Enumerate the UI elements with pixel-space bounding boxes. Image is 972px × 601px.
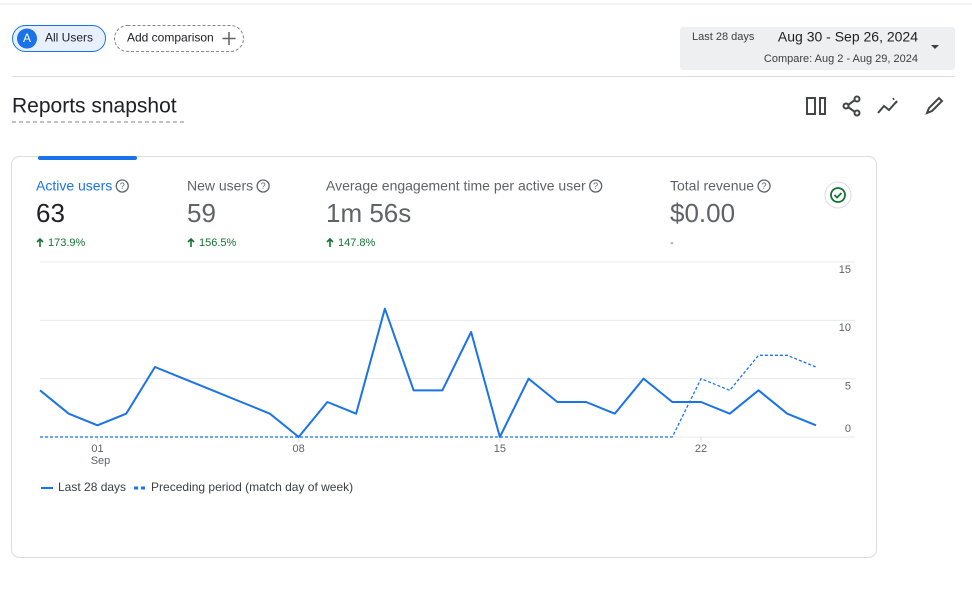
metric-label: Average engagement time per active user: [326, 178, 586, 194]
series-line: [39, 307, 817, 438]
x-tick-label: 08: [293, 443, 305, 455]
metric-label: Total revenue: [670, 178, 754, 194]
help-mark: ?: [261, 181, 266, 191]
metric-change: 156.5%: [199, 237, 237, 249]
compare-range: Compare: Aug 2 - Aug 29, 2024: [764, 53, 918, 65]
metric-value: 59: [187, 198, 216, 228]
status-icon: [824, 181, 852, 209]
segment-name: All Users: [45, 31, 93, 45]
share-icon[interactable]: [842, 95, 861, 117]
avatar-letter: A: [23, 31, 31, 45]
button-label: Add comparison: [127, 31, 214, 45]
series-line: [40, 354, 817, 438]
legend-label: Last 28 days: [58, 480, 126, 494]
insights-icon[interactable]: [877, 97, 898, 114]
help-icon: [757, 179, 771, 193]
x-tick-label: 15: [494, 443, 506, 455]
metric-label: Active users: [36, 178, 112, 194]
up-arrow: [187, 237, 195, 247]
help-icon: [115, 179, 129, 193]
segment-chip[interactable]: A All Users: [12, 25, 106, 52]
metric-value: 1m 56s: [326, 198, 411, 228]
metric-label: New users: [187, 178, 253, 194]
date-picker[interactable]: Last 28 days Aug 30 - Sep 26, 2024 Compa…: [680, 27, 955, 70]
metric-change: -: [670, 237, 674, 249]
metric-change: 173.9%: [48, 237, 86, 249]
chip-bg: [12, 25, 106, 52]
help-icon: [589, 179, 603, 193]
y-tick-label: 0: [845, 423, 851, 435]
avatar: [17, 28, 37, 49]
metrics: Active users ? 63 173.9% New users ? 59 156.5% A…: [36, 178, 771, 249]
help-mark: ?: [593, 181, 598, 191]
date-preset: Last 28 days: [692, 31, 755, 43]
dropdown-arrow: [931, 45, 939, 49]
x-tick-label: 22: [695, 443, 707, 455]
metric-value: $0.00: [670, 198, 735, 228]
y-tick-label: 10: [839, 322, 851, 334]
compare-icon[interactable]: [806, 97, 826, 115]
metric-change: 147.8%: [338, 237, 376, 249]
page-title: Reports snapshot: [12, 95, 177, 118]
legend-label: Preceding period (match day of week): [151, 480, 353, 494]
toolbar: [806, 95, 944, 117]
date-range: Aug 30 - Sep 26, 2024: [778, 29, 918, 45]
up-arrow: [326, 237, 334, 247]
add-comparison-button[interactable]: Add comparison: [114, 25, 244, 52]
help-mark: ?: [120, 181, 125, 191]
plus-icon: [222, 32, 236, 45]
x-month-label: Sep: [91, 455, 111, 467]
metric-value: 63: [36, 198, 65, 228]
edit-icon[interactable]: [925, 96, 944, 115]
y-tick-label: 5: [845, 381, 851, 393]
help-icon: [256, 179, 270, 193]
active-tab-indicator: [38, 156, 137, 160]
card: [11, 156, 877, 558]
date-bg: [680, 27, 955, 70]
button-bg: [114, 25, 244, 52]
help-mark: ?: [762, 181, 767, 191]
x-tick-label: 01: [91, 443, 103, 455]
y-tick-label: 15: [839, 264, 851, 276]
up-arrow: [36, 237, 44, 247]
